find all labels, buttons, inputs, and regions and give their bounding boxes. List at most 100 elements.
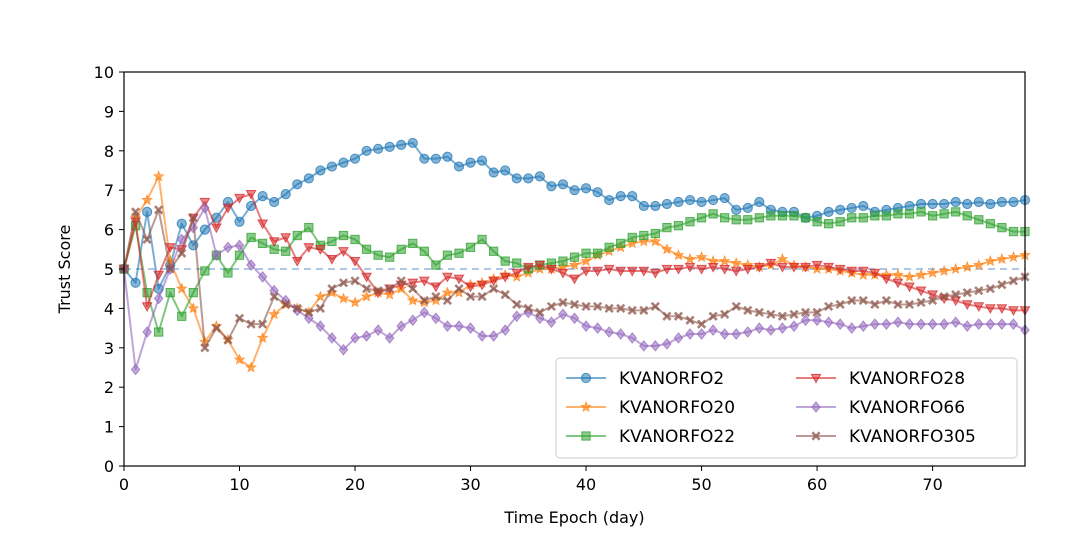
data-point xyxy=(361,284,372,294)
data-point xyxy=(961,300,973,311)
data-point xyxy=(995,252,1008,265)
data-point xyxy=(996,196,1007,208)
data-point xyxy=(604,194,615,206)
data-point xyxy=(650,301,660,312)
data-point xyxy=(662,311,672,321)
data-point xyxy=(327,236,337,247)
data-point xyxy=(257,271,268,283)
data-point xyxy=(893,299,903,310)
data-point xyxy=(326,254,338,265)
data-point xyxy=(893,316,903,329)
data-point xyxy=(650,200,661,212)
data-point xyxy=(812,314,822,327)
data-point xyxy=(592,248,603,258)
data-point xyxy=(985,284,995,294)
x-axis-label: Time Epoch (day) xyxy=(503,508,644,527)
data-point xyxy=(569,274,580,285)
data-point xyxy=(385,252,395,262)
data-point xyxy=(222,203,234,214)
data-point xyxy=(234,239,245,252)
data-point xyxy=(730,256,743,269)
data-point xyxy=(581,248,591,258)
data-point xyxy=(812,307,822,317)
data-point xyxy=(349,256,361,267)
legend-marker xyxy=(810,373,822,384)
data-point xyxy=(153,270,165,281)
data-point xyxy=(442,151,453,162)
data-point xyxy=(430,153,441,164)
data-point xyxy=(246,259,256,271)
data-point xyxy=(939,198,950,210)
data-point xyxy=(442,295,453,306)
data-point xyxy=(626,266,638,277)
data-point xyxy=(315,303,325,313)
data-point xyxy=(927,295,938,306)
data-point xyxy=(904,299,915,310)
data-point xyxy=(615,266,627,277)
data-point xyxy=(454,248,464,258)
data-point xyxy=(153,292,164,305)
data-point xyxy=(303,243,315,253)
data-point xyxy=(684,194,696,206)
data-point xyxy=(903,270,916,282)
data-point xyxy=(789,320,799,332)
y-axis-label: Trust Score xyxy=(55,225,74,315)
data-point xyxy=(361,330,372,342)
data-point xyxy=(454,320,464,332)
data-point xyxy=(949,262,962,275)
data-point xyxy=(592,322,603,334)
data-point xyxy=(766,309,776,319)
data-point xyxy=(512,258,522,268)
data-point xyxy=(361,272,373,283)
data-point xyxy=(499,272,511,283)
data-point xyxy=(835,217,845,227)
data-point xyxy=(291,256,303,267)
y-tick-label: 0 xyxy=(104,457,114,476)
data-point xyxy=(904,318,915,331)
data-point xyxy=(685,217,695,227)
data-point xyxy=(616,303,626,313)
data-point xyxy=(1007,306,1019,316)
data-point xyxy=(442,250,453,260)
data-point xyxy=(431,312,441,325)
data-point xyxy=(639,230,649,241)
data-point xyxy=(441,286,454,298)
data-point xyxy=(338,278,349,288)
data-point xyxy=(984,304,996,315)
data-point xyxy=(835,318,845,331)
data-point xyxy=(708,194,719,206)
data-point xyxy=(1008,276,1019,286)
data-point xyxy=(580,183,592,194)
data-point xyxy=(662,338,672,350)
data-point xyxy=(1008,226,1019,237)
data-point xyxy=(847,213,857,223)
data-point xyxy=(373,143,384,154)
data-point xyxy=(777,311,788,321)
data-point xyxy=(950,316,961,329)
data-point xyxy=(500,256,510,266)
data-point xyxy=(881,211,892,221)
data-point xyxy=(743,215,753,225)
data-point xyxy=(187,302,200,314)
data-point xyxy=(639,305,649,315)
data-point xyxy=(406,294,419,306)
data-point xyxy=(800,213,811,223)
data-point xyxy=(476,155,488,166)
x-tick-label: 0 xyxy=(119,475,129,494)
legend: KVANORFO2 KVANORFO20 KVANORFO22 KVANORFO28 K… xyxy=(555,357,1018,459)
data-point xyxy=(337,292,350,304)
data-point xyxy=(662,222,672,233)
data-point xyxy=(962,320,973,332)
data-point xyxy=(303,173,314,184)
data-point xyxy=(972,258,985,271)
data-point xyxy=(731,301,741,312)
data-point xyxy=(558,297,568,308)
data-point xyxy=(454,284,464,294)
data-point xyxy=(731,204,742,215)
data-point xyxy=(361,145,372,156)
data-point xyxy=(223,268,233,278)
data-point xyxy=(718,254,731,267)
data-point xyxy=(892,278,904,289)
data-point xyxy=(546,316,557,329)
